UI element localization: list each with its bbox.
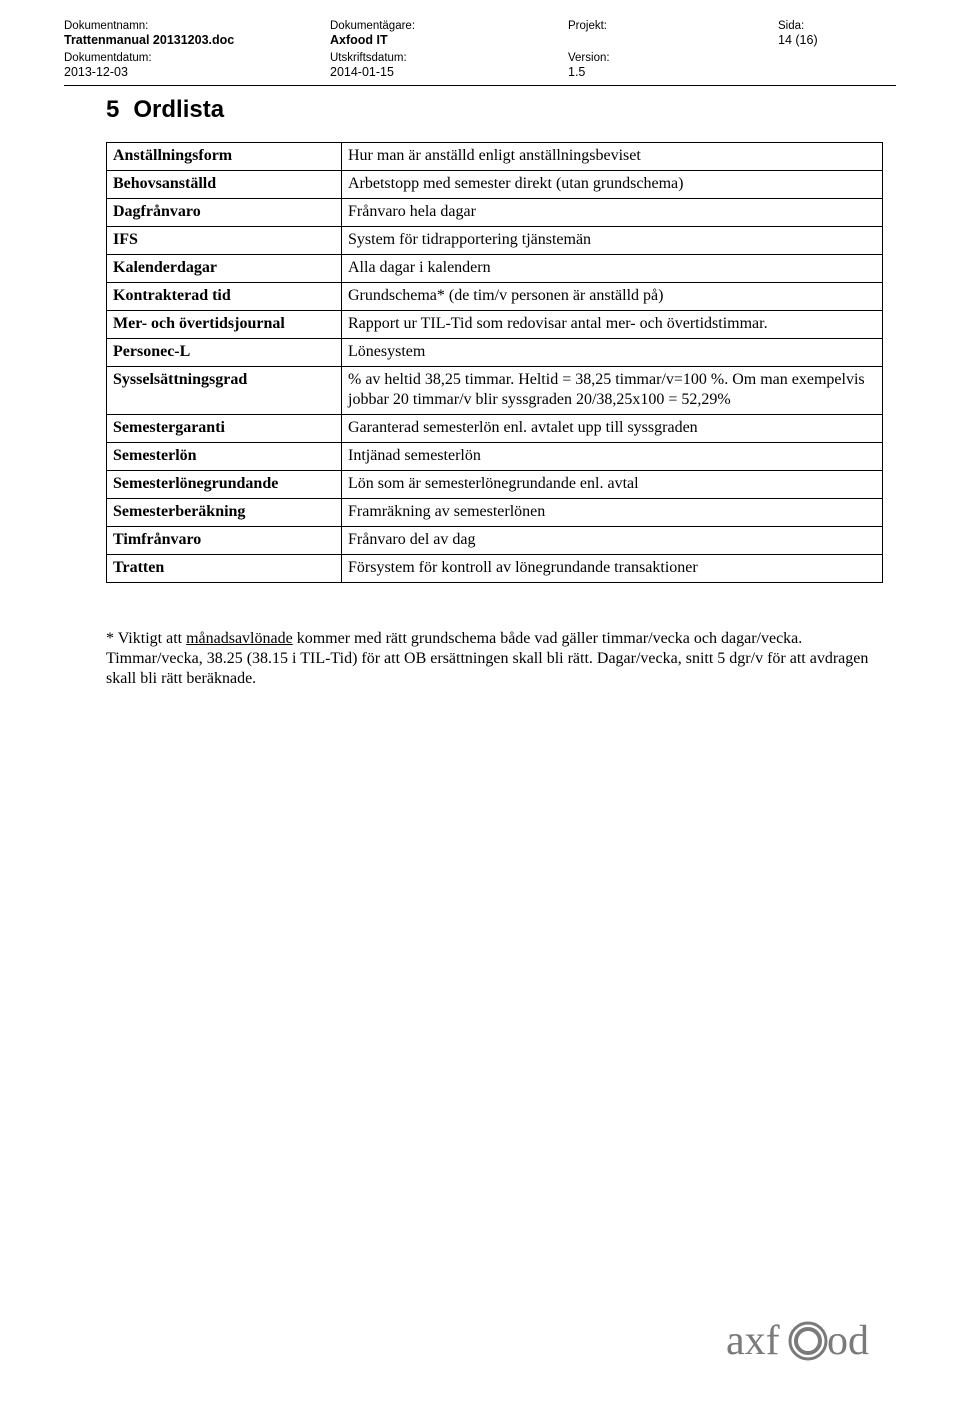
definition-cell: Frånvaro del av dag (342, 527, 883, 555)
meta-row-labels-2: Dokumentdatum: Utskriftsdatum: Version: (64, 50, 896, 64)
table-row: TimfrånvaroFrånvaro del av dag (107, 527, 883, 555)
meta-label-docdate: Dokumentdatum: (64, 52, 152, 64)
term-cell: Sysselsättningsgrad (107, 367, 342, 415)
table-row: BehovsanställdArbetstopp med semester di… (107, 171, 883, 199)
meta-label-version: Version: (568, 52, 610, 64)
section-number: 5 (106, 96, 119, 123)
term-cell: Mer- och övertidsjournal (107, 311, 342, 339)
term-cell: Semesterberäkning (107, 499, 342, 527)
table-row: Kontrakterad tidGrundschema* (de tim/v p… (107, 283, 883, 311)
term-cell: Personec-L (107, 339, 342, 367)
term-cell: Kalenderdagar (107, 255, 342, 283)
footnote-prefix: * Viktigt att (106, 630, 186, 647)
table-row: TrattenFörsystem för kontroll av lönegru… (107, 555, 883, 583)
definition-cell: Framräkning av semesterlönen (342, 499, 883, 527)
term-cell: Semesterlön (107, 443, 342, 471)
table-row: Mer- och övertidsjournalRapport ur TIL-T… (107, 311, 883, 339)
section-title: 5 Ordlista (106, 96, 896, 124)
table-row: SemesterlönegrundandeLön som är semester… (107, 471, 883, 499)
meta-label-project: Projekt: (568, 20, 607, 32)
meta-value-printdate: 2014-01-15 (330, 65, 394, 79)
meta-label-printdate: Utskriftsdatum: (330, 52, 407, 64)
glossary-table-wrap: AnställningsformHur man är anställd enli… (106, 142, 896, 583)
definition-cell: Hur man är anställd enligt anställningsb… (342, 143, 883, 171)
definition-cell: Frånvaro hela dagar (342, 199, 883, 227)
term-cell: Semesterlönegrundande (107, 471, 342, 499)
table-row: SemesterlönIntjänad semesterlön (107, 443, 883, 471)
meta-label-page: Sida: (778, 20, 804, 32)
svg-text:od: od (827, 1318, 869, 1364)
glossary-tbody: AnställningsformHur man är anställd enli… (107, 143, 883, 583)
axfood-logo-icon: axf od (726, 1314, 896, 1370)
meta-label-docowner: Dokumentägare: (330, 20, 415, 32)
term-cell: Kontrakterad tid (107, 283, 342, 311)
table-row: DagfrånvaroFrånvaro hela dagar (107, 199, 883, 227)
meta-row-values-1: Trattenmanual 20131203.doc Axfood IT 14 … (64, 32, 896, 50)
term-cell: Behovsanställd (107, 171, 342, 199)
definition-cell: Intjänad semesterlön (342, 443, 883, 471)
table-row: Sysselsättningsgrad% av heltid 38,25 tim… (107, 367, 883, 415)
definition-cell: Arbetstopp med semester direkt (utan gru… (342, 171, 883, 199)
definition-cell: System för tidrapportering tjänstemän (342, 227, 883, 255)
definition-cell: Grundschema* (de tim/v personen är anstä… (342, 283, 883, 311)
document-meta: Dokumentnamn: Dokumentägare: Projekt: Si… (64, 18, 896, 86)
meta-value-docowner: Axfood IT (330, 33, 388, 47)
meta-value-docname: Trattenmanual 20131203.doc (64, 33, 234, 47)
meta-value-version: 1.5 (568, 65, 585, 79)
definition-cell: Försystem för kontroll av lönegrundande … (342, 555, 883, 583)
section-name: Ordlista (133, 96, 224, 123)
term-cell: Tratten (107, 555, 342, 583)
table-row: IFSSystem för tidrapportering tjänstemän (107, 227, 883, 255)
footnote-paragraph: * Viktigt att månadsavlönade kommer med … (106, 629, 882, 689)
meta-label-docname: Dokumentnamn: (64, 20, 148, 32)
table-row: SemesterberäkningFramräkning av semester… (107, 499, 883, 527)
definition-cell: % av heltid 38,25 timmar. Heltid = 38,25… (342, 367, 883, 415)
table-row: SemestergarantiGaranterad semesterlön en… (107, 415, 883, 443)
glossary-table: AnställningsformHur man är anställd enli… (106, 142, 883, 583)
term-cell: Dagfrånvaro (107, 199, 342, 227)
page: Dokumentnamn: Dokumentägare: Projekt: Si… (0, 0, 960, 1407)
term-cell: Timfrånvaro (107, 527, 342, 555)
table-row: AnställningsformHur man är anställd enli… (107, 143, 883, 171)
table-row: KalenderdagarAlla dagar i kalendern (107, 255, 883, 283)
footnote-underlined: månadsavlönade (186, 630, 293, 647)
term-cell: Anställningsform (107, 143, 342, 171)
meta-separator (64, 85, 896, 86)
definition-cell: Garanterad semesterlön enl. avtalet upp … (342, 415, 883, 443)
table-row: Personec-LLönesystem (107, 339, 883, 367)
meta-row-values-2: 2013-12-03 2014-01-15 1.5 (64, 64, 896, 82)
definition-cell: Lön som är semesterlönegrundande enl. av… (342, 471, 883, 499)
definition-cell: Rapport ur TIL-Tid som redovisar antal m… (342, 311, 883, 339)
definition-cell: Alla dagar i kalendern (342, 255, 883, 283)
meta-value-docdate: 2013-12-03 (64, 65, 128, 79)
footer-logo: axf od (726, 1314, 896, 1381)
meta-value-page: 14 (16) (778, 33, 818, 47)
svg-text:axf: axf (726, 1318, 780, 1364)
meta-row-labels-1: Dokumentnamn: Dokumentägare: Projekt: Si… (64, 18, 896, 32)
definition-cell: Lönesystem (342, 339, 883, 367)
term-cell: Semestergaranti (107, 415, 342, 443)
term-cell: IFS (107, 227, 342, 255)
